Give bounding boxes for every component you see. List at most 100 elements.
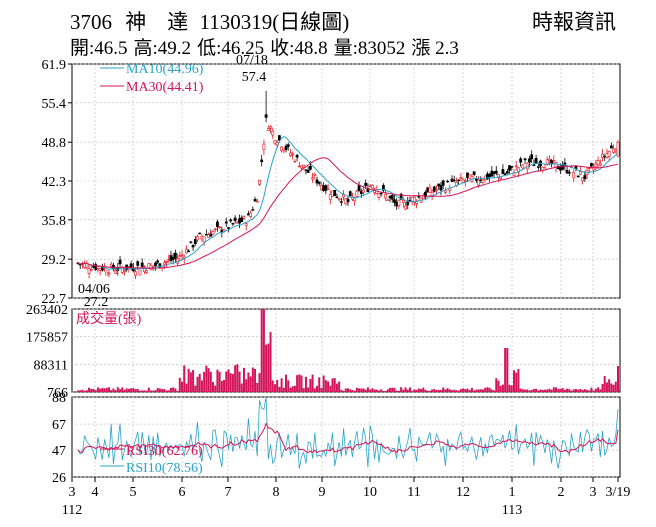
volume-bar — [220, 381, 223, 392]
volume-bar — [397, 390, 400, 392]
volume-bar — [543, 389, 546, 392]
rsi-tick-label: 88 — [52, 391, 66, 406]
candle-body — [302, 164, 306, 168]
candle-body — [459, 177, 463, 179]
candle-body — [346, 198, 350, 203]
volume-bar — [552, 387, 555, 392]
high-date-label: 07/18 — [236, 53, 268, 68]
volume-bar — [342, 390, 345, 392]
volume-bar — [293, 385, 296, 392]
candle-body — [145, 270, 149, 273]
volume-bar — [236, 364, 239, 392]
volume-tick-label: 88311 — [34, 358, 68, 373]
candle-body — [317, 181, 321, 184]
volume-bar — [333, 378, 336, 392]
candle-body — [235, 221, 239, 224]
candle-body — [277, 135, 281, 141]
volume-bar — [90, 388, 93, 392]
volume-bar — [169, 387, 172, 392]
candle-body — [187, 250, 191, 253]
candle-body — [477, 179, 480, 186]
candle-body — [616, 141, 620, 157]
volume-bar — [428, 390, 431, 392]
volume-bars-group — [77, 309, 619, 392]
volume-bar — [280, 378, 283, 392]
volume-bar — [296, 375, 299, 392]
volume-bar — [242, 367, 245, 392]
candle-body — [333, 190, 337, 196]
volume-bar — [351, 389, 354, 392]
price-tick-label: 42.3 — [42, 175, 67, 190]
candle-body — [490, 170, 494, 177]
rsi10-legend-label: RSI10(78.56) — [126, 461, 203, 476]
volume-bar — [207, 368, 210, 392]
ohlc-stats: 開:46.5 高:49.2 低:46.25 收:48.8 量:83052 漲 2.3 — [70, 33, 465, 60]
candle-body — [412, 196, 416, 203]
volume-bar — [92, 389, 95, 392]
volume-bar — [298, 374, 301, 392]
candle-body — [432, 186, 436, 192]
volume-bar — [187, 368, 190, 392]
candle-body — [393, 199, 396, 203]
volume-bar — [302, 388, 305, 392]
volume-bar — [189, 372, 192, 392]
candle-body — [514, 165, 518, 168]
candle-body — [284, 145, 288, 150]
rsi-tick-label: 47 — [52, 444, 66, 459]
candle-body — [410, 197, 414, 202]
candle-body — [519, 158, 523, 163]
volume-bar — [216, 369, 219, 392]
candle-body — [370, 185, 374, 189]
candle-body — [446, 180, 449, 183]
volume-bar — [420, 389, 423, 392]
volume-bar — [203, 371, 206, 392]
volume-bar — [389, 387, 392, 392]
volume-bar — [83, 390, 86, 392]
volume-bar — [289, 387, 292, 392]
volume-bar — [101, 388, 104, 392]
volume-bar — [205, 365, 208, 392]
candle-body — [424, 191, 427, 198]
volume-bar — [504, 347, 507, 392]
volume-bar — [209, 371, 212, 392]
volume-bar — [112, 388, 115, 392]
x-tick-label: 12 — [456, 485, 470, 500]
volume-bar — [482, 389, 484, 392]
x-tick-label: 6 — [179, 485, 186, 500]
candle-body — [605, 153, 609, 158]
candle-body — [271, 130, 275, 136]
candle-body — [357, 185, 361, 191]
volume-bar — [499, 385, 502, 392]
volume-bar — [107, 387, 110, 392]
volume-bar — [411, 390, 414, 392]
candle-body — [401, 200, 405, 203]
volume-bar — [282, 387, 285, 392]
candle-body — [295, 154, 299, 158]
candle-body — [479, 179, 483, 181]
ma10-legend-label: MA10(44.96) — [126, 62, 204, 77]
candle-body — [89, 269, 93, 271]
volume-bar — [267, 343, 270, 392]
volume-bar — [608, 379, 611, 392]
volume-bar — [417, 388, 420, 392]
volume-bar — [592, 390, 595, 392]
x-tick-label: 11 — [407, 485, 420, 500]
ma30-legend-label: MA30(44.41) — [126, 80, 204, 95]
volume-bar — [251, 367, 254, 392]
candle-body — [428, 187, 432, 193]
candle-body — [134, 271, 137, 276]
volume-bar — [470, 387, 473, 392]
volume-bar — [570, 390, 573, 392]
volume-bar — [81, 389, 84, 392]
candle-body — [244, 223, 248, 226]
candle-body — [207, 234, 210, 238]
candle-body — [530, 154, 534, 160]
volume-bar — [468, 390, 471, 392]
x-tick-year-label: 112 — [62, 503, 82, 518]
candle-body — [466, 172, 469, 178]
candle-body — [461, 179, 465, 183]
candle-body — [280, 146, 284, 152]
candle-body — [304, 169, 308, 171]
price-tick-label: 22.7 — [42, 292, 67, 307]
x-tick-label: 1 — [509, 485, 516, 500]
